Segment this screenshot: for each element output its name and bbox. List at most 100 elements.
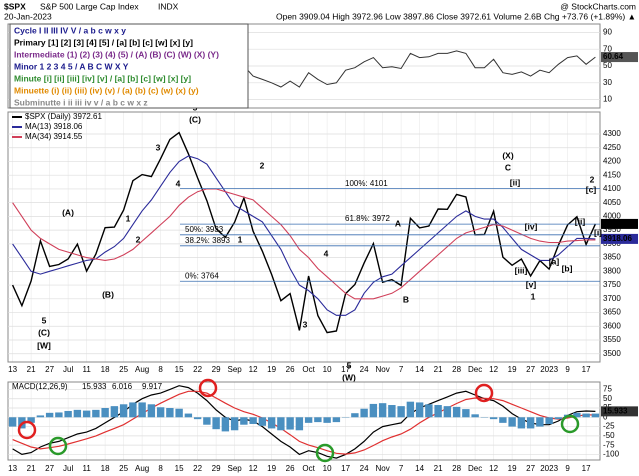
x-tick-label: 24 [360,365,369,374]
fib-label: 0%: 3764 [185,271,219,280]
y-tick-label: 3650 [603,308,621,317]
panel-frame [7,111,601,363]
y-tick-label: 3800 [603,266,621,275]
x-tick-label: Aug [135,464,149,473]
histogram-bar [92,409,100,418]
histogram-bar [443,406,452,418]
buy-circle [48,436,68,456]
histogram-bar [249,417,257,424]
x-tick-label: 22 [193,365,202,374]
date: 20-Jan-2023 [4,11,52,21]
index-name: S&P 500 Large Cap Index [40,1,139,11]
y-tick-label: 4200 [603,157,621,166]
plot-layer: 13 21 27 Jul 11 18 25 Aug 8 15 22 29 Sep 12 19 26 Oct 10 1… [7,23,638,473]
x-tick-label: 19 [267,365,276,374]
histogram-bar [110,406,119,418]
wave-label: C [505,162,511,172]
series-line [12,155,596,316]
wave-label: 2 [590,174,595,184]
y-tick-label: 4050 [603,198,621,207]
legend-label: MA(34) 3914.55 [25,132,83,141]
y-tick-label: -50 [603,431,615,440]
x-tick-label: 15 [175,464,184,473]
histogram-bar [64,410,72,418]
x-tick-label: 21 [27,464,36,473]
wave-legend-item: Cycle I II III IV V / a b c w x y [14,25,126,35]
fib-label: 61.8%: 3972 [345,214,390,223]
x-tick-label: 12 [489,464,498,473]
y-tick-label: 4000 [603,212,621,221]
price-tag-label: 60.64 [603,52,624,61]
x-tick-label: 25 [119,464,128,473]
x-tick-label: 11 [82,464,91,473]
histogram-bar [73,409,82,418]
wave-label: (X) [502,150,514,160]
x-tick-label: 9 [565,464,570,473]
wave-label: 1 [531,291,536,301]
y-tick-label: 50 [603,61,612,70]
x-tick-label: 15 [175,365,184,374]
histogram-bar [545,417,553,424]
x-tick-label: 14 [415,464,424,473]
x-tick-label: 27 [526,365,535,374]
x-tick-label: Jul [63,365,73,374]
wave-label: 4 [324,248,329,258]
source: @ StockCharts.com [560,1,636,11]
histogram-bar [45,412,54,418]
x-tick-label: 25 [119,365,128,374]
y-tick-label: 3750 [603,280,621,289]
legend-label: $SPX (Daily) 3972.61 [25,112,102,121]
wave-label: 2 [136,234,141,244]
y-tick-label: 4150 [603,170,621,179]
price-tag [601,233,638,244]
histogram-bar [582,413,590,418]
x-tick-label: 17 [582,365,591,374]
wave-label: (B) [102,289,114,299]
y-tick-label: 90 [603,28,612,37]
histogram-bar [295,417,304,431]
histogram-bar [36,415,45,418]
histogram-bar [415,402,424,418]
x-tick-label: 22 [193,464,202,473]
y-tick-label: 3550 [603,335,621,344]
histogram-bar [499,417,507,423]
x-tick-label: 9 [565,365,570,374]
histogram-bar [489,417,498,420]
y-tick-label: 3500 [603,349,621,358]
x-tick-label: 8 [158,365,163,374]
x-tick-label: 17 [582,464,591,473]
y-tick-label: 75 [603,385,612,394]
x-tick-label: 8 [158,464,163,473]
y-tick-label: 70 [603,44,612,53]
x-tick-label: Sep [228,464,243,473]
x-tick-label: 27 [526,464,535,473]
wave-legend-box [9,23,249,109]
series-line [11,131,597,334]
histogram-bar [462,409,470,418]
histogram-bar [360,408,368,418]
fib-label: 100%: 4101 [345,179,388,188]
sell-circle [17,420,37,440]
y-tick-label: 4100 [603,184,621,193]
histogram-bar [82,410,91,418]
fib-label: 50%: 3933 [185,225,224,234]
wave-label: B [403,294,409,304]
x-tick-label: 12 [489,365,498,374]
histogram-bar [119,404,128,418]
x-tick-label: Oct [302,365,315,374]
y-tick-label: 10 [603,95,612,104]
x-tick-label: 13 [8,365,17,374]
y-tick-label: -75 [603,440,615,449]
wave-label: 5 [347,360,352,370]
series-line [12,385,596,459]
x-tick-label: 14 [415,365,424,374]
x-tick-label: Dec [468,365,482,374]
histogram-bar [425,404,433,418]
wave-legend-item: Intermediate (1) (2) (3) (4) (5) / (A) (… [14,49,219,59]
x-tick-label: 10 [323,464,332,473]
histogram-bar [406,401,415,418]
x-tick-label: 26 [286,464,295,473]
x-tick-label: 26 [286,365,295,374]
histogram-bar [526,417,535,429]
sell-circle [474,383,494,403]
